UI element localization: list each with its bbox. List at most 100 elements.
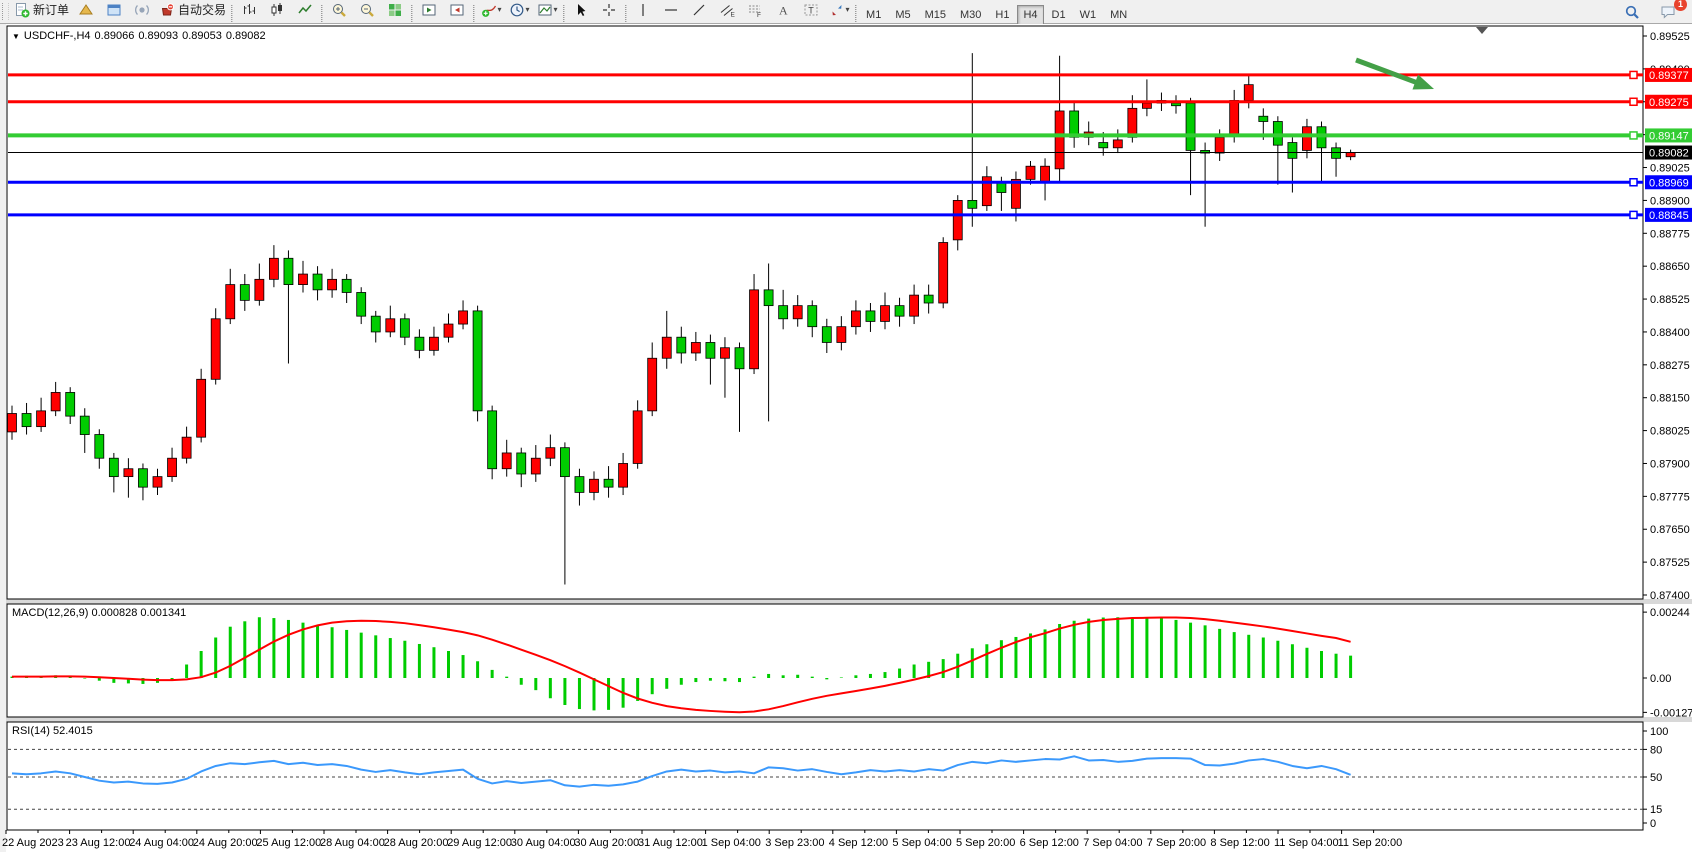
chevron-down-icon[interactable]: ▾ bbox=[553, 5, 558, 14]
new-order-button[interactable]: 新订单 bbox=[11, 0, 72, 21]
text-button[interactable]: A bbox=[769, 0, 797, 21]
fibonacci-icon: F bbox=[747, 2, 763, 18]
templates-button[interactable]: ▾ bbox=[533, 0, 561, 21]
search-button[interactable] bbox=[1618, 1, 1646, 23]
time-axis-label: 1 Sep 04:00 bbox=[702, 837, 761, 849]
trendline-button[interactable] bbox=[685, 0, 713, 21]
auto-scroll-button[interactable] bbox=[415, 0, 443, 21]
chevron-down-icon[interactable]: ▾ bbox=[525, 5, 530, 14]
panel-splitter[interactable] bbox=[0, 599, 1692, 604]
data-window-button[interactable] bbox=[100, 0, 128, 21]
time-axis-label: 24 Aug 04:00 bbox=[129, 837, 194, 849]
rsi-panel[interactable] bbox=[6, 721, 1644, 831]
bear-candle bbox=[356, 292, 367, 317]
bull-candle bbox=[225, 284, 236, 320]
timeframe-m15-button[interactable]: M15 bbox=[924, 8, 946, 21]
line-chart-button[interactable] bbox=[291, 0, 319, 21]
chevron-down-icon[interactable]: ▾ bbox=[497, 5, 502, 14]
bear-candle bbox=[65, 392, 76, 417]
rsi-indicator-label: RSI(14) 52.4015 bbox=[12, 725, 93, 737]
level-price-label bbox=[1645, 207, 1692, 222]
bear-candle bbox=[1258, 115, 1269, 122]
toolbar-grip[interactable] bbox=[2, 3, 9, 20]
tile-windows-button[interactable] bbox=[381, 0, 409, 21]
annotation-arrow-shaft[interactable] bbox=[1355, 57, 1420, 86]
timeframe-w1-button[interactable]: W1 bbox=[1079, 8, 1097, 21]
time-axis-label: 29 Aug 12:00 bbox=[447, 837, 512, 849]
timeframe-h4-button[interactable]: H4 bbox=[1017, 4, 1044, 25]
chart-shift-marker[interactable] bbox=[1476, 27, 1488, 34]
signal-button[interactable] bbox=[128, 0, 156, 21]
indicators-button[interactable]: ▾ bbox=[477, 0, 505, 21]
level-price-label bbox=[1645, 67, 1692, 82]
vertical-line-icon bbox=[635, 2, 651, 18]
channel-icon: E bbox=[719, 2, 735, 18]
bull-candle bbox=[50, 392, 61, 412]
tile-windows-icon bbox=[387, 2, 403, 18]
macd-panel[interactable] bbox=[6, 603, 1644, 718]
bull-candle bbox=[792, 305, 803, 320]
one-click-collapse-icon[interactable]: ▼ bbox=[12, 32, 20, 41]
timeframe-h1-button[interactable]: H1 bbox=[995, 8, 1010, 21]
rsi-tick-label: 80 bbox=[1650, 744, 1662, 756]
level-line-handle[interactable] bbox=[1629, 210, 1638, 220]
price-panel[interactable] bbox=[6, 25, 1644, 600]
macd-tick-label: 0.00244 bbox=[1650, 607, 1690, 619]
toolbar-grip[interactable] bbox=[411, 4, 414, 22]
periods-button[interactable]: ▾ bbox=[505, 0, 533, 21]
level-price-label bbox=[1645, 175, 1692, 190]
bull-candle bbox=[618, 463, 628, 488]
crosshair-button[interactable] bbox=[595, 0, 623, 21]
market-watch-button[interactable] bbox=[72, 0, 100, 21]
macd-values: 0.000828 0.001341 bbox=[91, 607, 187, 619]
chevron-down-icon[interactable]: ▾ bbox=[845, 5, 850, 14]
toolbar-grip[interactable] bbox=[855, 4, 858, 22]
price-tick-label: 0.88650 bbox=[1650, 261, 1690, 273]
level-line-handle[interactable] bbox=[1629, 97, 1638, 107]
time-axis-label: 5 Sep 04:00 bbox=[892, 837, 951, 849]
vertical-line-button[interactable] bbox=[629, 0, 657, 21]
label-button[interactable]: T bbox=[797, 0, 825, 21]
zoom-out-button[interactable] bbox=[353, 0, 381, 21]
bull-candle bbox=[661, 336, 672, 359]
timeframe-d1-button[interactable]: D1 bbox=[1051, 8, 1066, 21]
level-line-handle[interactable] bbox=[1629, 131, 1638, 140]
bull-candle bbox=[443, 323, 454, 338]
channel-button[interactable]: E bbox=[713, 0, 741, 21]
timeframe-m5-button[interactable]: M5 bbox=[895, 8, 911, 21]
toolbar-grip[interactable] bbox=[321, 4, 324, 22]
rsi-tick-label: 100 bbox=[1650, 726, 1668, 738]
bear-candle bbox=[1287, 142, 1298, 159]
window-edge bbox=[0, 24, 6, 852]
timeframe-mn-button[interactable]: MN bbox=[1110, 8, 1128, 21]
bear-candle bbox=[560, 447, 570, 478]
zoom-in-button[interactable] bbox=[325, 0, 353, 21]
autotrading-button-label: 自动交易 bbox=[178, 3, 227, 17]
cursor-button[interactable] bbox=[567, 0, 595, 21]
toolbar-grip[interactable] bbox=[473, 4, 476, 22]
text-icon: A bbox=[775, 2, 791, 18]
timeframe-m30-button[interactable]: M30 bbox=[960, 8, 982, 21]
time-axis-label: 11 Sep 20:00 bbox=[1338, 837, 1403, 849]
toolbar-buttons: 新订单 自动交易 ▾ ▾ ▾ E F A T ▾ M1 M5 M15 M30 H1 H4 D1 W1 MN bbox=[11, 0, 1134, 25]
chart-canvas[interactable]: 0.895250.894000.892750.891500.890250.889… bbox=[0, 24, 1692, 852]
horizontal-line-button[interactable] bbox=[657, 0, 685, 21]
toolbar-grip[interactable] bbox=[625, 4, 628, 22]
arrows-button[interactable]: ▾ bbox=[825, 0, 853, 21]
toolbar-grip[interactable] bbox=[231, 4, 234, 22]
level-line-handle[interactable] bbox=[1629, 178, 1638, 187]
panel-splitter[interactable] bbox=[0, 717, 1692, 722]
notifications-button[interactable]: 1 bbox=[1654, 0, 1687, 23]
annotation-arrow-head[interactable] bbox=[1412, 74, 1434, 90]
chart-shift-button[interactable] bbox=[443, 0, 471, 21]
timeframe-m1-button[interactable]: M1 bbox=[866, 8, 882, 21]
price-tick-label: 0.88275 bbox=[1650, 360, 1690, 372]
time-axis-label: 23 Aug 12:00 bbox=[66, 837, 131, 849]
crosshair-icon bbox=[601, 2, 617, 18]
fibonacci-button[interactable]: F bbox=[741, 0, 769, 21]
autotrading-button[interactable]: 自动交易 bbox=[156, 0, 229, 21]
level-line-handle[interactable] bbox=[1629, 70, 1638, 80]
bar-chart-button[interactable] bbox=[235, 0, 263, 21]
candlestick-chart-button[interactable] bbox=[263, 0, 291, 21]
toolbar-grip[interactable] bbox=[563, 4, 566, 22]
